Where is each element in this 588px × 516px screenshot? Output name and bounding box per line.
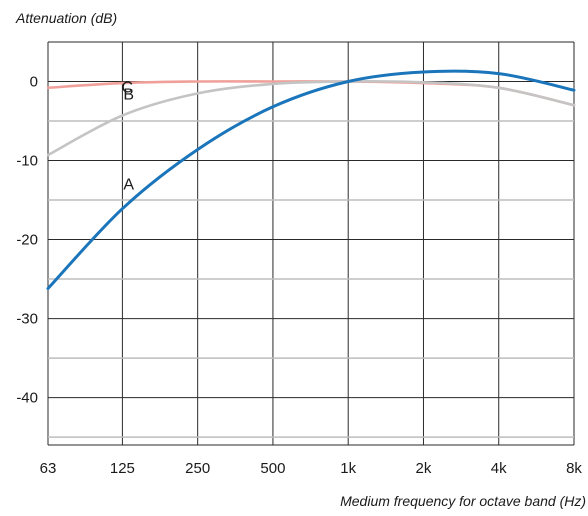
x-tick-label-4k: 4k: [491, 460, 507, 477]
curves: [46, 69, 576, 290]
x-axis-title: Medium frequency for octave band (Hz): [340, 493, 586, 509]
x-tick-label-250: 250: [185, 460, 210, 477]
y-tick-label--20: -20: [16, 232, 38, 249]
y-tick-label--40: -40: [16, 390, 38, 407]
y-tick-label--10: -10: [16, 153, 38, 170]
x-tick-label-2k: 2k: [416, 460, 432, 477]
curve-label-c: C: [122, 80, 134, 97]
grid-lines: [47, 41, 575, 446]
x-tick-label-500: 500: [260, 460, 285, 477]
y-tick-label--30: -30: [16, 311, 38, 328]
curve-a: [46, 69, 576, 290]
x-tick-label-125: 125: [110, 460, 135, 477]
y-tick-label-0: 0: [30, 74, 38, 91]
x-tick-label-63: 63: [40, 460, 57, 477]
curve-labels: A BC: [122, 80, 135, 194]
y-axis-title: Attenuation (dB): [15, 10, 117, 26]
curve-label-b: B: [123, 87, 134, 104]
x-tick-label-1k: 1k: [340, 460, 356, 477]
curve-label-a: A: [123, 177, 134, 194]
tick-labels: 63 125 250 500 1k 2k 4k 8k 0 -10 -20 -30 -40: [16, 74, 582, 477]
x-tick-label-8k: 8k: [566, 460, 582, 477]
curve-b: [46, 80, 576, 157]
